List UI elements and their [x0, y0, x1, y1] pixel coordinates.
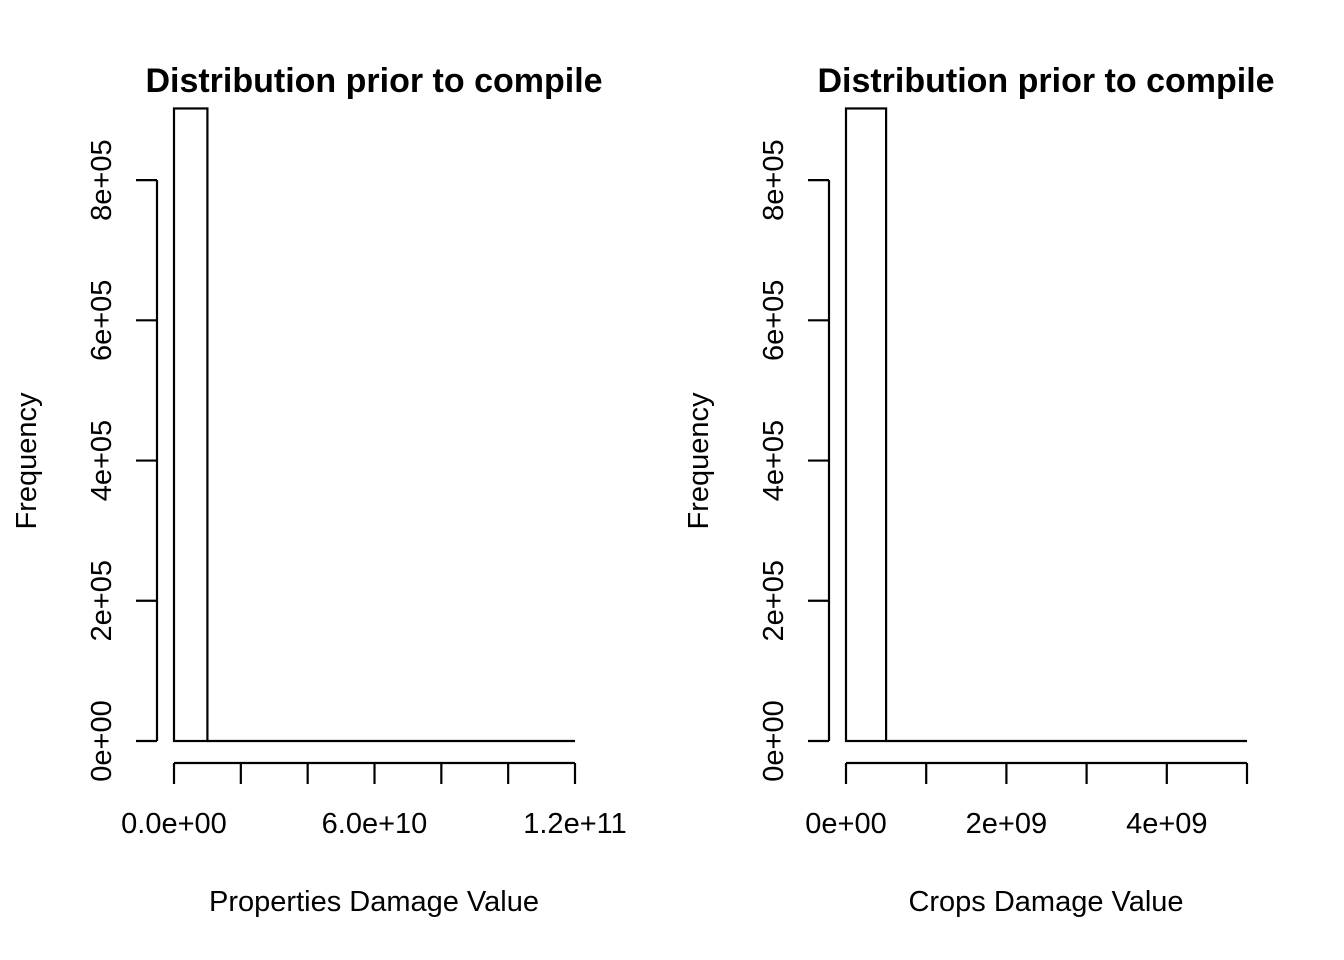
y-tick-label: 8e+05 [758, 139, 790, 220]
y-tick-label: 2e+05 [758, 560, 790, 641]
x-tick-label: 6.0e+10 [322, 808, 428, 840]
chart-panel-crops: Distribution prior to compile Crops Dama… [683, 62, 1275, 918]
x-tick-label: 2e+09 [966, 808, 1047, 840]
x-tick-label: 0e+00 [805, 808, 886, 840]
y-axis-label: Frequency [683, 392, 715, 530]
histogram-bars [172, 107, 575, 743]
histogram-bar [172, 107, 209, 743]
y-axis: 0e+00 2e+05 4e+05 6e+05 8e+05 [758, 139, 831, 782]
histogram-bar [844, 107, 888, 743]
x-axis: 0e+00 2e+09 4e+09 [805, 761, 1249, 840]
y-axis: 0e+00 2e+05 4e+05 6e+05 8e+05 [86, 139, 159, 782]
x-axis-label: Properties Damage Value [209, 886, 539, 918]
x-tick-label: 1.2e+11 [523, 808, 626, 840]
y-tick-label: 0e+00 [86, 700, 118, 781]
x-axis: 0.0e+00 6.0e+10 1.2e+11 [121, 761, 627, 840]
y-tick-label: 4e+05 [758, 420, 790, 501]
chart-panel-properties: Distribution prior to compile Properties… [11, 62, 627, 918]
y-tick-label: 6e+05 [758, 280, 790, 361]
y-axis-label: Frequency [11, 392, 43, 530]
chart-title: Distribution prior to compile [145, 62, 602, 100]
chart-title: Distribution prior to compile [817, 62, 1274, 100]
x-tick-label: 4e+09 [1126, 808, 1207, 840]
histogram-bars [844, 107, 1247, 743]
y-tick-label: 2e+05 [86, 560, 118, 641]
y-tick-label: 4e+05 [86, 420, 118, 501]
y-tick-label: 0e+00 [758, 700, 790, 781]
y-tick-label: 8e+05 [86, 139, 118, 220]
y-tick-label: 6e+05 [86, 280, 118, 361]
x-tick-label: 0.0e+00 [121, 808, 227, 840]
x-axis-label: Crops Damage Value [908, 886, 1183, 918]
